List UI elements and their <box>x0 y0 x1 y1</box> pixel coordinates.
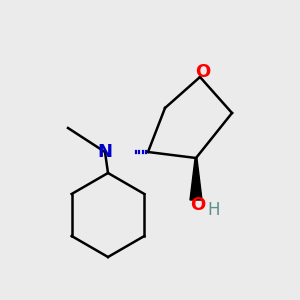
Text: N: N <box>98 143 112 161</box>
Text: O: O <box>190 196 206 214</box>
Polygon shape <box>190 158 202 200</box>
Text: O: O <box>195 63 211 81</box>
Text: H: H <box>208 201 220 219</box>
